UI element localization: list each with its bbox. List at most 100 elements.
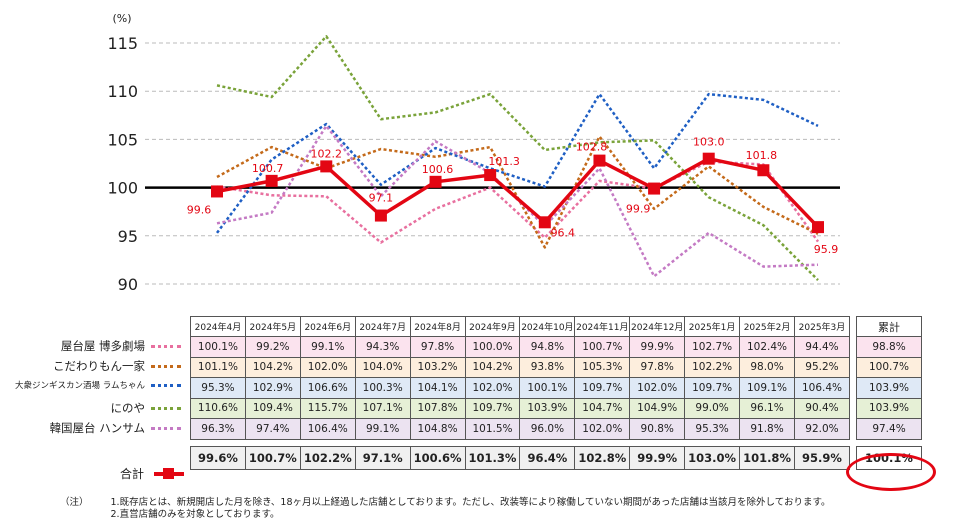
table-row: 103.9%: [857, 378, 922, 399]
data-point: [812, 221, 824, 233]
table-cell: 102.0%: [630, 378, 685, 399]
table-cell: 109.7%: [575, 378, 630, 399]
table-cell: 101.1%: [191, 357, 246, 378]
cumulative-cell: 97.4%: [857, 419, 922, 440]
cumulative-cell: 103.9%: [857, 378, 922, 399]
table-row: 101.1% 104.2% 102.0% 104.0% 103.2% 104.2% 93.8…: [191, 357, 850, 378]
table-cell: 106.6%: [300, 378, 355, 399]
legend-label: 韓国屋台 ハンサム: [50, 420, 145, 436]
table-row: 98.8%: [857, 337, 922, 358]
total-cell: 95.9%: [794, 446, 849, 469]
data-label: 100.7: [252, 162, 284, 175]
table-cell: 93.8%: [520, 357, 575, 378]
table-cell: 91.8%: [740, 419, 795, 440]
table-cell: 101.5%: [465, 419, 520, 440]
total-cell: 101.8%: [740, 446, 795, 469]
table-cell: 109.4%: [245, 398, 300, 419]
legend-item: 大衆ジンギスカン酒場 ラムちゃん: [15, 379, 181, 391]
table-cell: 94.8%: [520, 337, 575, 358]
data-label: 102.2: [311, 147, 343, 160]
column-header: 2024年5月: [245, 317, 300, 337]
table-cell: 90.8%: [630, 419, 685, 440]
table-cell: 97.4%: [245, 419, 300, 440]
table-cell: 95.2%: [794, 357, 849, 378]
table-cell: 99.1%: [355, 419, 410, 440]
table-cell: 110.6%: [191, 398, 246, 419]
total-cell: 103.0%: [685, 446, 740, 469]
series-line: [217, 162, 818, 243]
table-cell: 107.8%: [410, 398, 465, 419]
data-label: 100.6: [422, 163, 454, 176]
column-header: 2024年7月: [355, 317, 410, 337]
data-point: [320, 160, 332, 172]
table-cell: 104.9%: [630, 398, 685, 419]
column-header: 2024年6月: [300, 317, 355, 337]
table-cell: 109.7%: [465, 398, 520, 419]
table-cell: 99.9%: [630, 337, 685, 358]
cumulative-cell: 103.9%: [857, 398, 922, 419]
column-header: 2024年4月: [191, 317, 246, 337]
table-cell: 109.7%: [685, 378, 740, 399]
total-row: 99.6% 100.7% 102.2% 97.1% 100.6% 101.3% 96.4% 1…: [191, 446, 850, 469]
legend-swatch: [154, 472, 184, 476]
note-line: 2.直営店舗のみを対象としております。: [111, 509, 280, 521]
table-cell: 104.7%: [575, 398, 630, 419]
total-cell: 97.1%: [355, 446, 410, 469]
note-prefix: （注）: [60, 497, 89, 509]
cumulative-header: 累計: [857, 317, 922, 337]
data-point: [648, 183, 660, 195]
table-cell: 104.2%: [245, 357, 300, 378]
data-label: 97.1: [369, 192, 394, 205]
table-cell: 97.8%: [410, 337, 465, 358]
y-tick-label: 115: [107, 34, 138, 53]
table-cell: 103.2%: [410, 357, 465, 378]
legend-label: 合計: [120, 465, 144, 482]
data-point: [593, 155, 605, 167]
data-label: 99.6: [187, 203, 212, 216]
column-header: 2024年12月: [630, 317, 685, 337]
cumulative-cell: 98.8%: [857, 337, 922, 358]
table-cell: 97.8%: [630, 357, 685, 378]
legend-label: にのや: [111, 400, 146, 416]
table-row: 100.7%: [857, 357, 922, 378]
table-cell: 94.3%: [355, 337, 410, 358]
table-cell: 95.3%: [685, 419, 740, 440]
table-cell: 102.0%: [300, 357, 355, 378]
data-point: [703, 153, 715, 165]
legend-swatch: [151, 384, 181, 387]
column-header: 2024年8月: [410, 317, 465, 337]
total-cell: 101.3%: [465, 446, 520, 469]
footnotes: （注） 1.既存店とは、新規開店した月を除き、18ヶ月以上経過した店舗としておりま…: [60, 497, 831, 521]
table-row: 100.1% 99.2% 99.1% 94.3% 97.8% 100.0% 94.8% 100…: [191, 337, 850, 358]
data-table: 2024年4月 2024年5月 2024年6月 2024年7月 2024年8月 2024年…: [190, 316, 850, 470]
legend-item-total: 合計: [120, 465, 184, 482]
table-cell: 107.1%: [355, 398, 410, 419]
data-label: 101.3: [488, 155, 520, 168]
data-label: 96.4: [551, 226, 576, 239]
total-cell: 102.8%: [575, 446, 630, 469]
table-cell: 102.7%: [685, 337, 740, 358]
total-cell: 100.7%: [245, 446, 300, 469]
table-header-row: 2024年4月 2024年5月 2024年6月 2024年7月 2024年8月 2024年…: [191, 317, 850, 337]
data-point: [430, 176, 442, 188]
legend-item: こだわりもん一家: [53, 358, 181, 374]
table-row: 96.3% 97.4% 106.4% 99.1% 104.8% 101.5% 96.0% 10…: [191, 419, 850, 440]
y-tick-label: 95: [118, 227, 138, 246]
table-cell: 96.0%: [520, 419, 575, 440]
table-cell: 102.2%: [685, 357, 740, 378]
total-cell: 100.6%: [410, 446, 465, 469]
table-row: 97.4%: [857, 419, 922, 440]
legend-swatch: [151, 365, 181, 368]
series-line: [217, 126, 818, 276]
table-cell: 102.9%: [245, 378, 300, 399]
legend-item: 屋台屋 博多劇場: [61, 338, 181, 354]
data-label: 101.8: [746, 149, 778, 162]
total-cell: 99.9%: [630, 446, 685, 469]
total-cell: 102.2%: [300, 446, 355, 469]
data-point: [484, 169, 496, 181]
table-cell: 100.0%: [465, 337, 520, 358]
table-cell: 115.7%: [300, 398, 355, 419]
table-cell: 102.0%: [575, 419, 630, 440]
table-cell: 100.1%: [520, 378, 575, 399]
table-cell: 103.9%: [520, 398, 575, 419]
